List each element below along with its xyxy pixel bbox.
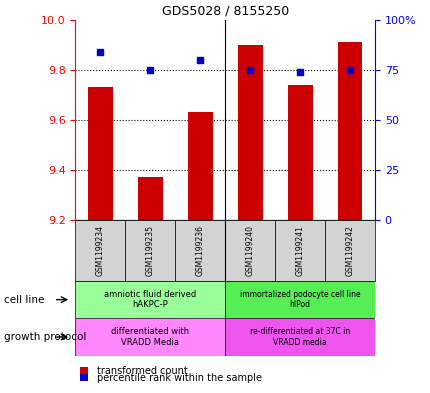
Text: amniotic fluid derived
hAKPC-P: amniotic fluid derived hAKPC-P — [104, 290, 196, 309]
Text: percentile rank within the sample: percentile rank within the sample — [97, 373, 261, 383]
Bar — [175, 220, 224, 281]
Bar — [125, 220, 175, 281]
Point — [147, 67, 154, 73]
Title: GDS5028 / 8155250: GDS5028 / 8155250 — [161, 4, 288, 17]
Point — [296, 69, 303, 75]
Text: transformed count: transformed count — [97, 365, 187, 376]
Text: immortalized podocyte cell line
hIPod: immortalized podocyte cell line hIPod — [239, 290, 359, 309]
Bar — [224, 220, 274, 281]
Bar — [75, 318, 224, 356]
Point — [97, 49, 104, 55]
Bar — [224, 318, 374, 356]
Bar — [237, 45, 262, 220]
Point — [246, 67, 253, 73]
Text: cell line: cell line — [4, 295, 45, 305]
Text: GSM1199236: GSM1199236 — [195, 225, 204, 276]
Bar — [80, 374, 88, 381]
Text: GSM1199242: GSM1199242 — [345, 225, 354, 276]
Point — [346, 67, 353, 73]
Bar — [274, 220, 324, 281]
Text: GSM1199241: GSM1199241 — [295, 225, 304, 276]
Bar — [324, 220, 374, 281]
Bar — [337, 42, 362, 220]
Bar — [88, 87, 113, 220]
Bar — [224, 281, 374, 318]
Bar — [75, 220, 125, 281]
Bar — [138, 178, 163, 220]
Text: GSM1199240: GSM1199240 — [245, 225, 254, 276]
Bar — [287, 85, 312, 220]
Text: GSM1199235: GSM1199235 — [145, 225, 154, 276]
Bar — [80, 367, 88, 374]
Bar — [187, 112, 212, 220]
Bar — [75, 281, 224, 318]
Point — [197, 57, 203, 63]
Text: differentiated with
VRADD Media: differentiated with VRADD Media — [111, 327, 189, 347]
Text: re-differentiated at 37C in
VRADD media: re-differentiated at 37C in VRADD media — [249, 327, 350, 347]
Text: growth protocol: growth protocol — [4, 332, 86, 342]
Text: GSM1199234: GSM1199234 — [95, 225, 104, 276]
